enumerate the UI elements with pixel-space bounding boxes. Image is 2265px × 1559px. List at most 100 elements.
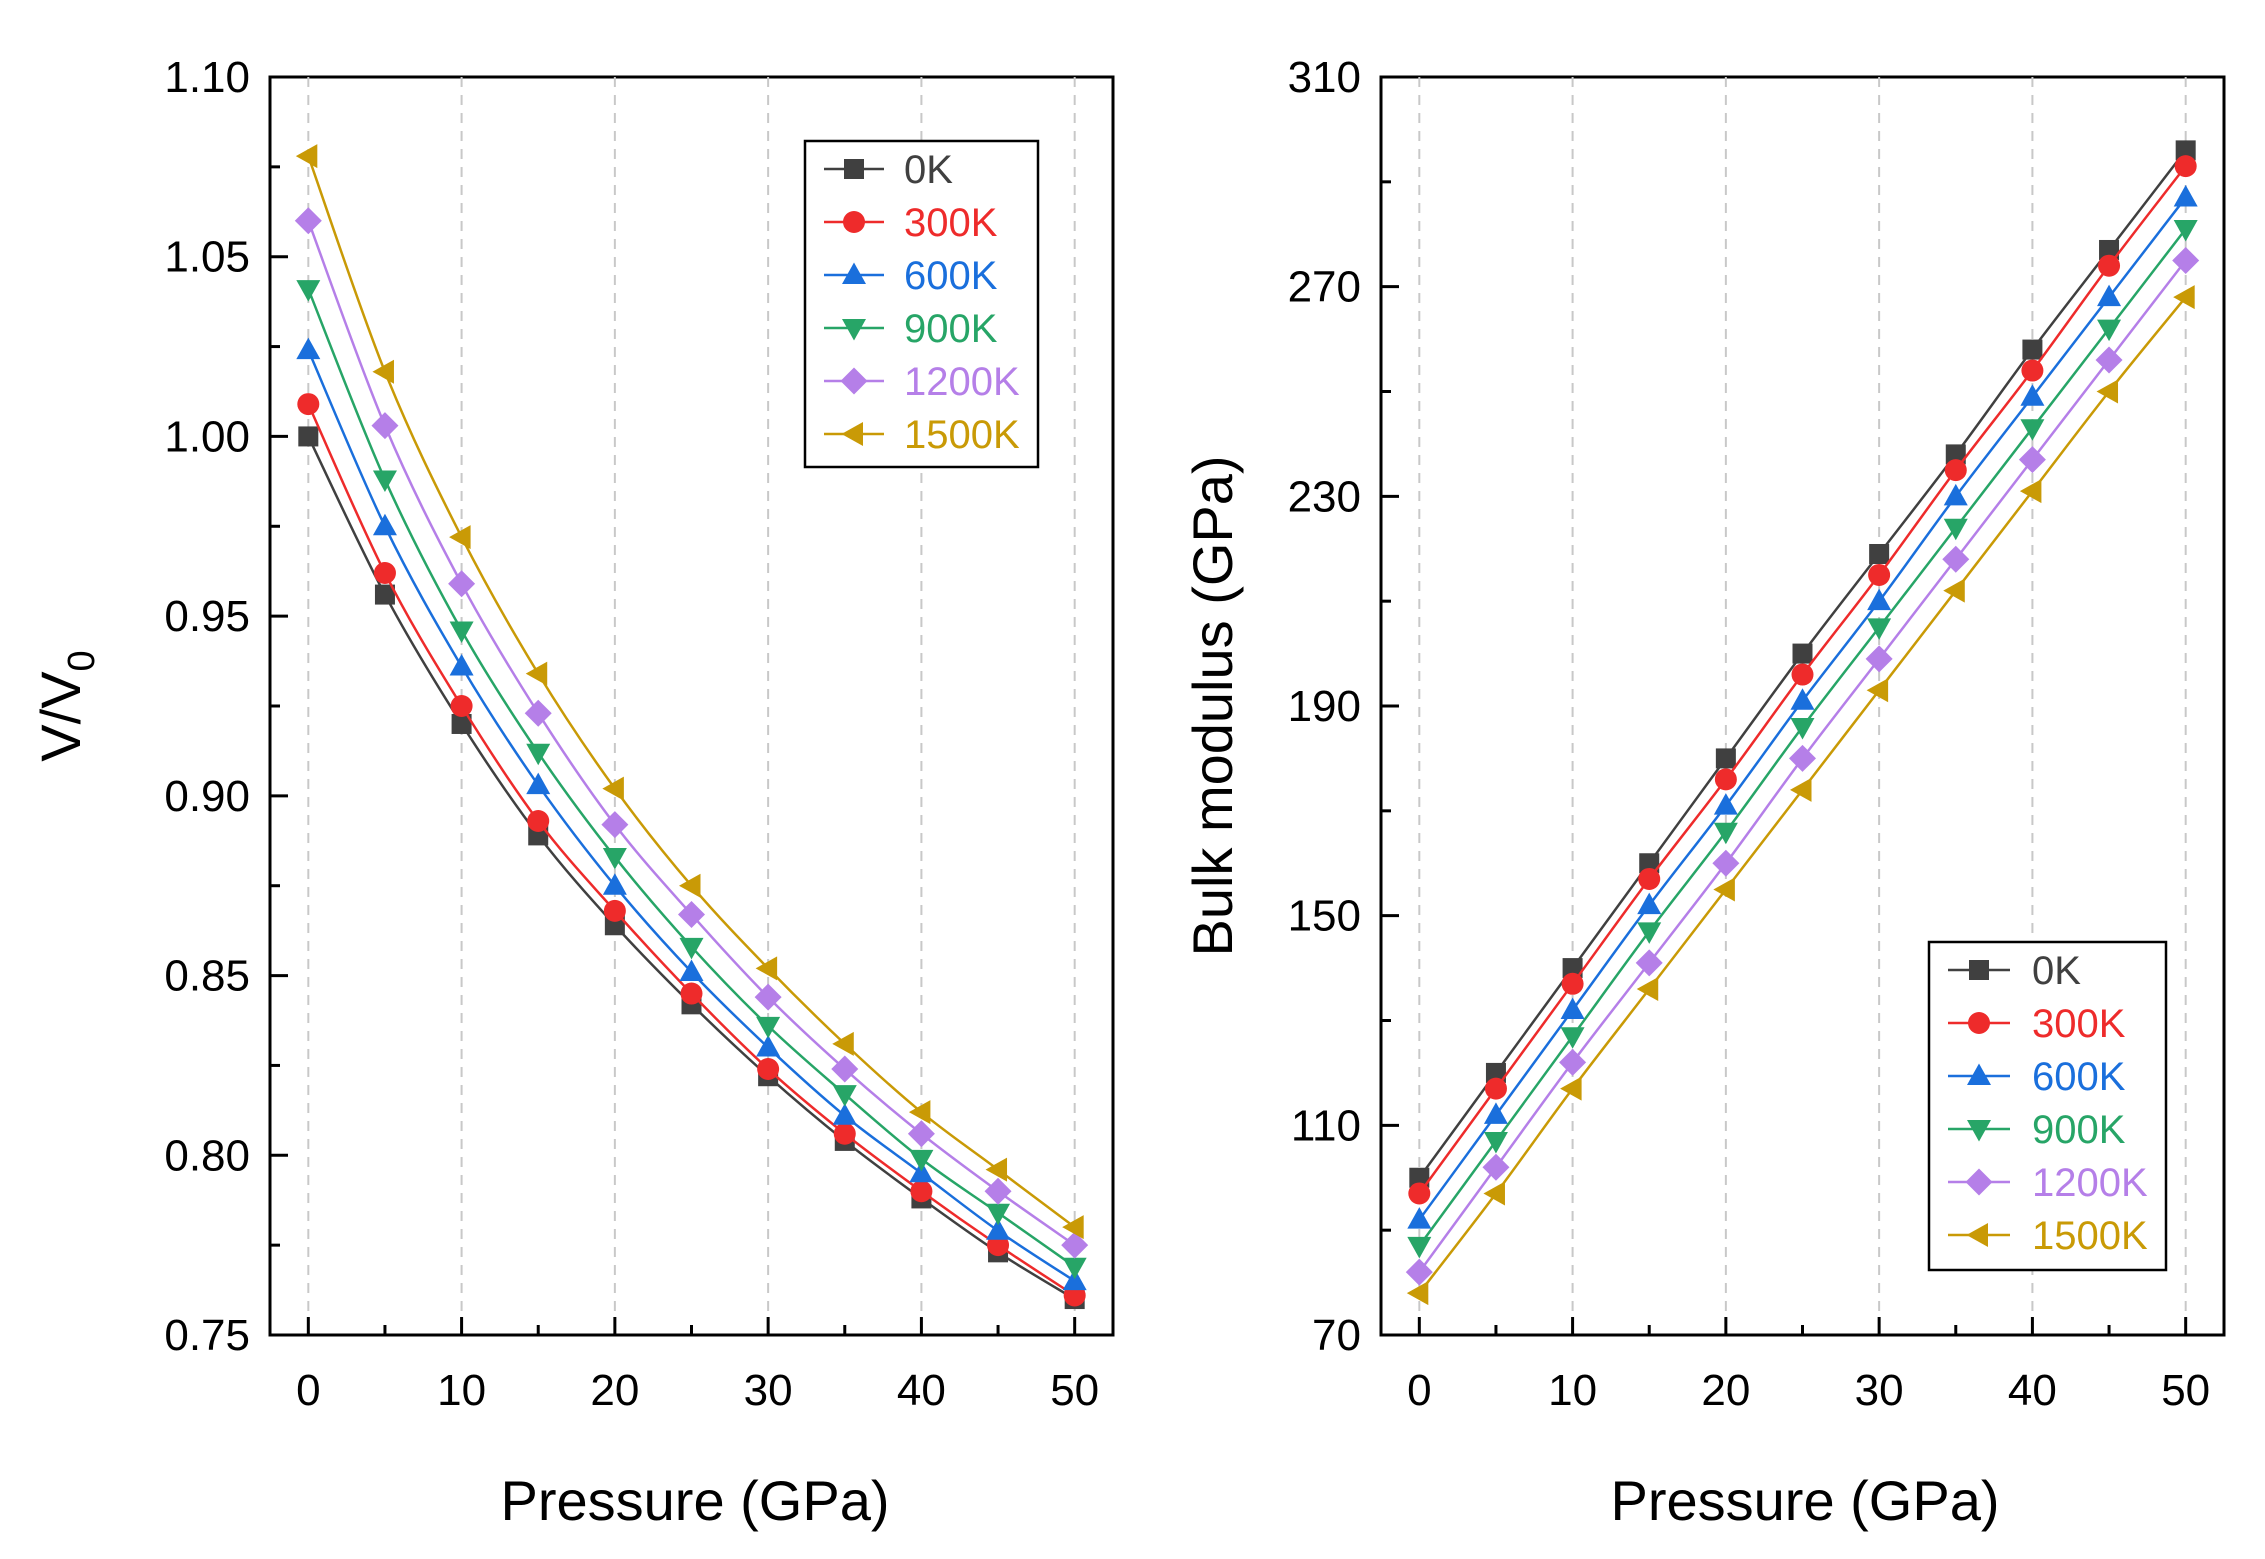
volume-ratio-legend-item-1500K: 1500K bbox=[824, 413, 1020, 457]
bulk-modulus-data-point bbox=[2173, 220, 2198, 242]
bulk-modulus-data-point bbox=[2097, 284, 2122, 307]
bulk-modulus-series-600K bbox=[1407, 185, 2198, 1229]
bulk-modulus-data-point bbox=[1943, 578, 1965, 603]
bulk-modulus-y-tick-label: 70 bbox=[1312, 1311, 1361, 1360]
bulk-modulus-data-point bbox=[1943, 483, 1968, 506]
bulk-modulus-series-300K bbox=[1408, 155, 2197, 1205]
bulk-modulus-data-point bbox=[1791, 663, 1814, 686]
volume-ratio-y-tick-label: 0.95 bbox=[164, 592, 250, 641]
volume-ratio-data-point bbox=[679, 959, 704, 981]
legend-label: 300K bbox=[904, 201, 998, 245]
bulk-modulus-data-point bbox=[2097, 319, 2122, 342]
volume-ratio-panel: 0 10 20 30 40 50 0.75 0.80 0.85 0.90 0.95 1.00 1.05 1… bbox=[29, 53, 1115, 1532]
volume-ratio-data-point bbox=[754, 983, 782, 1011]
legend-key-marker bbox=[1967, 1120, 1991, 1142]
volume-ratio-x-tick-label: 50 bbox=[1050, 1366, 1099, 1415]
bulk-modulus-data-point bbox=[1869, 543, 1890, 564]
bulk-modulus-data-point bbox=[2020, 384, 2045, 406]
volume-ratio-data-point bbox=[910, 1180, 933, 1203]
legend-key-marker bbox=[842, 319, 866, 341]
legend-key-marker bbox=[1969, 960, 1989, 980]
volume-ratio-data-point bbox=[1062, 1257, 1087, 1280]
volume-ratio-data-point bbox=[602, 847, 627, 870]
volume-ratio-legend-box bbox=[803, 139, 1040, 469]
volume-ratio-data-point bbox=[601, 811, 629, 839]
volume-ratio-data-point bbox=[451, 713, 472, 734]
legend-key-marker bbox=[1968, 1012, 1990, 1034]
bulk-modulus-legend-item-1200K: 1200K bbox=[1948, 1161, 2148, 1205]
bulk-modulus-data-point bbox=[1867, 588, 1892, 611]
bulk-modulus-data-point bbox=[1483, 1132, 1508, 1154]
volume-ratio-data-point bbox=[756, 1034, 781, 1057]
bulk-modulus-series-900K bbox=[1407, 220, 2198, 1259]
volume-ratio-data-point bbox=[603, 899, 626, 922]
legend-label: 600K bbox=[904, 254, 998, 298]
volume-ratio-data-point bbox=[524, 699, 552, 727]
volume-ratio-data-point bbox=[448, 570, 476, 598]
legend-label: 1500K bbox=[2032, 1214, 2148, 1258]
bulk-modulus-y-tick-label: 190 bbox=[1288, 682, 1361, 731]
volume-ratio-x-tick-label: 0 bbox=[296, 1366, 320, 1415]
bulk-modulus-data-point bbox=[1409, 1167, 1430, 1188]
bulk-modulus-x-tick-label: 30 bbox=[1855, 1366, 1904, 1415]
volume-ratio-data-point bbox=[1061, 1231, 1089, 1259]
bulk-modulus-data-point bbox=[1407, 1207, 1432, 1229]
bulk-modulus-data-point bbox=[1789, 744, 1816, 772]
volume-ratio-data-point bbox=[907, 1120, 935, 1148]
volume-ratio-data-point bbox=[985, 1157, 1008, 1182]
bulk-modulus-data-point bbox=[1484, 1077, 1507, 1100]
bulk-modulus-data-point bbox=[1405, 1258, 1433, 1286]
volume-ratio-x-tick-label: 20 bbox=[590, 1366, 639, 1415]
bulk-modulus-y-tick-label: 230 bbox=[1288, 472, 1361, 521]
volume-ratio-x-tick-label: 30 bbox=[744, 1366, 793, 1415]
bulk-modulus-y-tick-label: 270 bbox=[1288, 263, 1361, 312]
volume-ratio-y-axis-title: V/V0 bbox=[29, 650, 103, 761]
bulk-modulus-data-point bbox=[2174, 155, 2197, 178]
bulk-modulus-series-1500K bbox=[1406, 285, 2195, 1306]
volume-ratio-y-axis-title-main: V/V bbox=[29, 671, 92, 762]
bulk-modulus-data-point bbox=[1792, 643, 1813, 664]
bulk-modulus-data-point bbox=[1943, 518, 1968, 541]
volume-ratio-data-point bbox=[602, 873, 627, 895]
bulk-modulus-data-point bbox=[1942, 545, 1970, 573]
bulk-modulus-series bbox=[1405, 140, 2200, 1306]
legend-key-marker bbox=[843, 211, 865, 233]
bulk-modulus-x-tick-label: 10 bbox=[1548, 1366, 1597, 1415]
volume-ratio-x-tick-label: 10 bbox=[437, 1366, 486, 1415]
bulk-modulus-series-0K bbox=[1409, 140, 2196, 1188]
volume-ratio-data-point bbox=[908, 1100, 931, 1125]
legend-label: 0K bbox=[904, 148, 953, 192]
bulk-modulus-data-point bbox=[2173, 285, 2195, 310]
volume-ratio-y-tick-label: 1.00 bbox=[164, 412, 250, 461]
volume-ratio-series-300K bbox=[297, 393, 1086, 1307]
volume-ratio-data-point bbox=[680, 982, 703, 1005]
bulk-modulus-y-tick-label: 110 bbox=[1291, 1101, 1361, 1150]
volume-ratio-series-1500K bbox=[295, 144, 1084, 1240]
legend-label: 1200K bbox=[904, 360, 1020, 404]
volume-ratio-legend-item-0K: 0K bbox=[824, 148, 953, 192]
bulk-modulus-x-tick-label: 0 bbox=[1407, 1366, 1431, 1415]
bulk-modulus-data-point bbox=[2022, 339, 2043, 360]
bulk-modulus-data-point bbox=[1483, 1102, 1508, 1124]
volume-ratio-data-point bbox=[525, 661, 548, 686]
volume-ratio-data-point bbox=[984, 1177, 1012, 1205]
volume-ratio-data-point bbox=[909, 1149, 934, 1172]
volume-ratio-data-point bbox=[371, 412, 399, 440]
legend-label: 900K bbox=[904, 307, 998, 351]
volume-ratio-data-point bbox=[450, 695, 473, 717]
bulk-modulus-data-point bbox=[1637, 922, 1662, 944]
volume-ratio-series-1200K bbox=[294, 207, 1089, 1259]
bulk-modulus-data-point bbox=[1715, 748, 1736, 769]
bulk-modulus-legend-box bbox=[1927, 940, 2168, 1272]
bulk-modulus-x-tick-label: 40 bbox=[2008, 1366, 2057, 1415]
bulk-modulus-y-tick-label: 310 bbox=[1288, 53, 1361, 102]
volume-ratio-x-axis-title: Pressure (GPa) bbox=[501, 1469, 890, 1532]
bulk-modulus-data-point bbox=[1638, 867, 1661, 890]
volume-ratio-data-point bbox=[831, 1055, 859, 1083]
volume-ratio-x-tick-label: 40 bbox=[897, 1366, 946, 1415]
volume-ratio-legend-item-1200K: 1200K bbox=[824, 360, 1020, 404]
bulk-modulus-data-point bbox=[1714, 768, 1737, 791]
bulk-modulus-data-point bbox=[1867, 618, 1892, 640]
bulk-modulus-legend-item-1500K: 1500K bbox=[1948, 1214, 2148, 1258]
